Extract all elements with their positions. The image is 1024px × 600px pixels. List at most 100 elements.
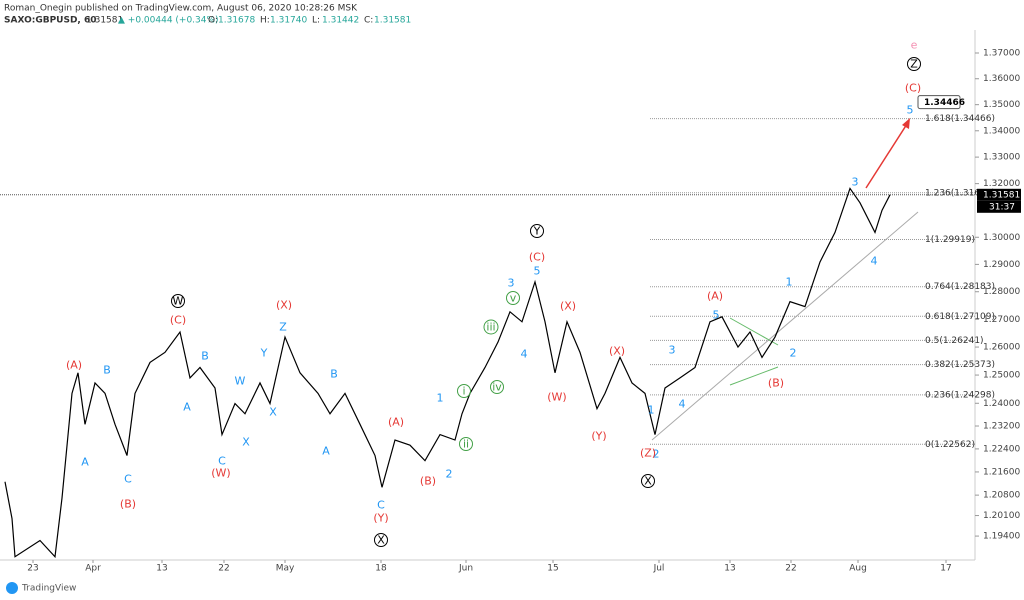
x-tick-label: 13 — [156, 564, 167, 574]
wave-label: A — [322, 445, 330, 458]
fib-label: 0.382(1.25373) — [925, 360, 995, 370]
wave-label: ii — [463, 438, 469, 451]
price-tag — [977, 188, 1021, 201]
wave-label: iv — [492, 381, 502, 394]
y-tick-label: 1.37000 — [983, 49, 1020, 59]
wave-label: (X) — [276, 299, 292, 312]
wave-label: (A) — [707, 290, 723, 303]
ohlc-value: 1.31581 — [374, 16, 411, 26]
y-tick-label: 1.20800 — [983, 491, 1020, 501]
wave-label: C — [377, 499, 385, 512]
change: ▲ +0.00444 (+0.34%) — [118, 16, 219, 26]
wave-label: (X) — [609, 345, 625, 358]
y-tick-label: 1.35000 — [983, 100, 1020, 110]
fib-label: 1.618(1.34466) — [925, 114, 995, 124]
ohlc: O: 1.31678 H: 1.31740 L: 1.31442 C: 1.31581 — [208, 16, 411, 26]
x-tick-label: Jun — [458, 564, 473, 574]
logo: TradingView — [21, 584, 76, 594]
countdown: 31:37 — [989, 202, 1015, 212]
ohlc-key: L: — [312, 16, 320, 26]
wave-label: 4 — [521, 348, 528, 361]
wave-label: (Y) — [591, 430, 606, 443]
logo-icon — [6, 582, 18, 594]
y-tick-label: 1.25000 — [983, 371, 1020, 381]
arrow — [865, 123, 908, 189]
y-tick-label: 1.30000 — [983, 233, 1020, 243]
fib-label: 1.236(1.31656) — [925, 188, 995, 198]
wave-label: (Z) — [640, 447, 656, 460]
y-tick-label: 1.22400 — [983, 444, 1020, 454]
target-label: 1.34466 — [924, 98, 965, 108]
wave-label: (W) — [547, 391, 566, 404]
x-tick-label: 18 — [375, 564, 387, 574]
wave-label: 2 — [790, 347, 797, 360]
ohlc-key: C: — [364, 16, 373, 26]
price-line — [4, 187, 891, 559]
wave-label: 2 — [653, 448, 660, 461]
wave-circle — [459, 437, 473, 451]
symbol: SAXO:GBPUSD, 60 — [4, 16, 97, 26]
fib-label: 0.5(1.26241) — [925, 336, 984, 346]
wave-circle — [506, 291, 520, 305]
plot — [4, 187, 891, 559]
x-tick-label: 23 — [27, 564, 38, 574]
y-tick-label: 1.27000 — [983, 315, 1020, 325]
y-tick-label: 1.26000 — [983, 343, 1020, 353]
wave-label: 1 — [786, 276, 793, 289]
wave-label: 1 — [437, 392, 444, 405]
wave-label: X — [269, 406, 277, 419]
x-tick-label: Apr — [85, 564, 101, 574]
wave-label: (B) — [768, 377, 784, 390]
wave-label: Z — [279, 321, 287, 334]
wave-circle — [530, 224, 544, 238]
wave-label: 1 — [648, 404, 655, 417]
countdown-tag — [977, 200, 1021, 213]
wave-label: B — [330, 368, 338, 381]
wave-label: i — [462, 385, 465, 398]
trend-line — [651, 211, 919, 441]
wave-label: (A) — [66, 359, 82, 372]
x-tick-label: Aug — [849, 564, 867, 574]
wave-circle — [490, 380, 504, 394]
y-tick-label: 1.36000 — [983, 74, 1020, 84]
fib-levels: 1.618(1.34466) 1.236(1.31656) 1(1.29919) 0.… — [0, 95, 995, 450]
wave-label: X — [242, 436, 250, 449]
wave-label: (A) — [388, 416, 404, 429]
wave-label: 5 — [713, 309, 720, 322]
target-box — [917, 95, 961, 110]
y-tick-label: 1.32000 — [983, 179, 1020, 189]
wave-label: A — [183, 401, 191, 414]
fib-label: 0.618(1.27109) — [925, 312, 995, 322]
y-tick-label: 1.24000 — [983, 399, 1020, 409]
arrow-head — [902, 118, 910, 129]
wave-label: 3 — [669, 344, 676, 357]
wave-label: 5 — [534, 265, 541, 278]
wave-label: (C) — [529, 251, 545, 264]
y-tick-label: 1.19400 — [983, 532, 1020, 542]
wave-label: (Y) — [373, 512, 388, 525]
wave-circle — [171, 294, 185, 308]
y-tick-label: 1.29000 — [983, 260, 1020, 270]
price-tag-label: 1.31581 — [983, 190, 1020, 200]
axis-labels: 1.37000 1.36000 1.35000 1.34000 1.33000 1.320… — [27, 49, 1021, 574]
fib-label: 1(1.29919) — [925, 235, 975, 245]
wave-label: X — [644, 475, 652, 488]
x-tick-label: 17 — [940, 564, 951, 574]
ohlc-key: H: — [260, 16, 270, 26]
wave-label: iii — [486, 321, 495, 334]
wave-label: e — [911, 39, 918, 52]
wave-label: 3 — [852, 176, 859, 189]
wave-label: X — [377, 534, 385, 547]
price: 1.31581 — [86, 16, 123, 26]
wave-label: (C) — [170, 314, 186, 327]
wave-label: (C) — [905, 82, 921, 95]
wave-label: (X) — [560, 300, 576, 313]
ohlc-key: O: — [208, 16, 218, 26]
wave-circle — [374, 533, 388, 547]
x-tick-label: 22 — [218, 564, 229, 574]
x-tick-label: 15 — [547, 564, 558, 574]
wave-circle — [483, 319, 499, 335]
wave-label: 4 — [679, 398, 686, 411]
wave-label: 5 — [907, 104, 914, 117]
